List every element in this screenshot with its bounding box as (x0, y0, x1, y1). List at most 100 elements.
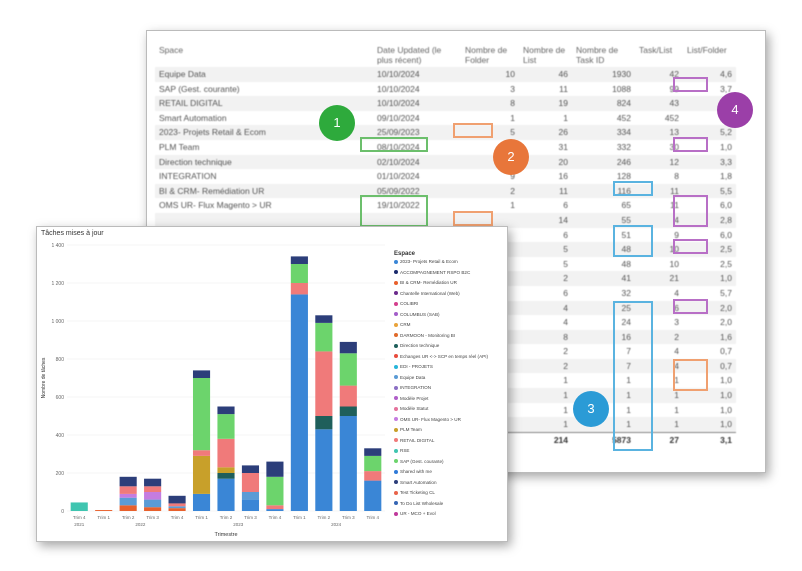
legend-item[interactable]: Equipe Data (394, 375, 425, 380)
legend-item[interactable]: Shared with me (394, 469, 432, 474)
legend-item[interactable]: SAP (Gest. courante) (394, 459, 444, 464)
table-cell: 48 (572, 242, 635, 257)
legend-item[interactable]: BI & CRM- Remédiation UR (394, 280, 457, 285)
legend-item[interactable]: DARMOON - Monitoring BI (394, 333, 455, 338)
table-cell: 10/10/2024 (373, 96, 461, 111)
col-header-0[interactable]: Space (159, 45, 184, 55)
bar-segment (290, 256, 308, 264)
bar-segment (315, 416, 333, 430)
legend-item[interactable]: CRM (394, 322, 410, 327)
table-cell: 46 (519, 67, 572, 82)
bar-segment (290, 283, 308, 295)
table-cell: 1 (626, 404, 631, 415)
legend-item[interactable]: RETAIL DIGITAL (394, 438, 434, 443)
table-cell (373, 212, 461, 228)
table-cell: 31 (558, 141, 568, 152)
bar-segment (241, 465, 260, 473)
bar-segment (144, 478, 162, 487)
legend-label: Equipe Data (400, 374, 426, 380)
legend-item[interactable]: COLIBRI (394, 301, 418, 306)
bar-segment (339, 385, 357, 407)
table-cell: 48 (621, 258, 631, 269)
col-header-2[interactable]: Nombre de Folder (465, 45, 508, 65)
table-cell: 452 (664, 112, 679, 123)
x-tick-label: Trim 3 (146, 515, 159, 520)
table-cell: 1 (635, 417, 683, 433)
table-cell: 6 (635, 300, 683, 316)
legend-item[interactable]: Test Ticketing CL (394, 490, 435, 495)
col-header-3[interactable]: Nombre de List (523, 45, 566, 65)
col-header-4[interactable]: Nombre de Task ID (576, 45, 619, 65)
legend-label: Modèle Statut (400, 406, 429, 411)
legend-item[interactable]: Smart Automation (394, 480, 437, 485)
legend-item[interactable]: RSE (394, 448, 409, 453)
legend-item[interactable]: COLUMBUS (SAB) (394, 312, 440, 317)
table-cell (155, 212, 373, 228)
total-cell: 3,1 (683, 431, 736, 448)
table-cell: 2 (461, 183, 519, 199)
legend-item[interactable]: To Do List Wholesale (394, 501, 443, 506)
bar-segment (364, 455, 382, 472)
table-cell: 2,5 (720, 258, 732, 269)
table-cell: 55 (572, 212, 635, 228)
table-row: INTEGRATION 01/10/2024 9 16 128 8 1,8 (155, 169, 736, 184)
legend-item[interactable]: PLM Team (394, 427, 422, 432)
table-cell: 1,0 (683, 417, 736, 433)
legend-swatch (394, 469, 398, 474)
table-cell: 332 (616, 141, 631, 152)
legend-item[interactable]: Modèle Projet (394, 396, 428, 401)
legend-item[interactable]: EDI - PROJETS (394, 364, 433, 369)
highlight-tasklist-bottom (613, 301, 653, 451)
table-cell: 9 (674, 229, 679, 240)
legend-item[interactable]: OMS UR- Flux Magento > UR (394, 417, 461, 422)
table-row: 1 1 1 1,0 (155, 403, 736, 418)
y-tick-label: 1 000 (51, 319, 64, 325)
table-cell: 1,0 (720, 375, 732, 386)
legend-item[interactable]: Direction technique (394, 343, 439, 348)
table-cell: 1 (674, 404, 679, 415)
legend-item[interactable]: UR - MCO + Evol (394, 511, 436, 516)
legend-item[interactable]: Modèle Statut (394, 406, 428, 411)
bar-segment (364, 471, 382, 481)
table-cell: 01/10/2024 (377, 171, 420, 182)
table-header-row: Space Date Updated (le plus récent) Nombre… (155, 43, 736, 67)
table-cell: 1,0 (720, 404, 732, 415)
legend-item[interactable]: 2023- Projets Retail & Ecom (394, 259, 458, 264)
legend-swatch (394, 385, 398, 390)
table-row: 6 51 9 6,0 (155, 228, 736, 243)
table-cell: 5,5 (683, 183, 736, 199)
bar-segment (192, 493, 211, 511)
table-cell: 1 (519, 388, 572, 403)
col-header-1[interactable]: Date Updated (le plus récent) (377, 45, 442, 65)
legend-swatch (394, 270, 398, 275)
bar-segment (315, 351, 333, 416)
table-cell: 25/09/2023 (373, 125, 461, 140)
legend-label: 2023- Projets Retail & Ecom (400, 259, 458, 264)
legend-swatch (394, 459, 398, 464)
table-row: OMS UR- Flux Magento > UR 19/10/2022 1 6 65 1… (155, 198, 736, 213)
bar-segment (192, 450, 211, 456)
legend-label: INTEGRATION (400, 385, 432, 390)
legend-item[interactable]: ACCOMPAGNEMENT RSPO B2C (394, 270, 470, 275)
table-cell: 2023- Projets Retail & Ecom (155, 125, 373, 140)
table-row: 1 1 1 1,0 (155, 373, 736, 388)
x-tick-label: Trim 3 (342, 515, 355, 520)
callout-circle-4: 4 (717, 92, 753, 128)
table-cell: 4 (563, 317, 568, 328)
col-header-6[interactable]: List/Folder (687, 45, 727, 55)
bar-segment (168, 506, 186, 509)
stacked-bar-chart: 0 200 400 600 800 1 000 1 200 1 400 Trim 4 Trim 1… (41, 243, 385, 538)
legend-label: Smart Automation (400, 479, 437, 485)
table-cell: 6 (563, 200, 568, 211)
col-header-5[interactable]: Task/List (639, 45, 673, 55)
legend-item[interactable]: Chantelle International (Web) (394, 291, 460, 296)
legend-item[interactable]: INTEGRATION (394, 385, 431, 390)
total-cell: 214 (519, 431, 572, 448)
table-cell: 2 (519, 271, 572, 286)
legend-title: Espace (394, 251, 416, 257)
table-cell: 65 (621, 200, 631, 211)
legend-item[interactable]: Echanges UR <-> SCP en temps réel (API) (394, 354, 488, 359)
bar-segment (315, 322, 333, 352)
table-cell: 5 (519, 242, 572, 257)
bar-segment (217, 473, 235, 479)
